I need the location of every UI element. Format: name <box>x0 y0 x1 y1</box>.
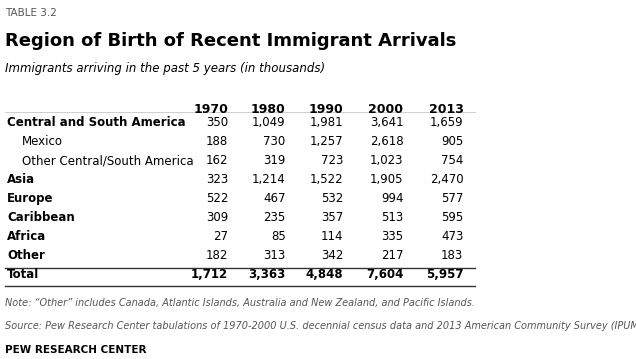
Text: 2,470: 2,470 <box>430 173 464 186</box>
Text: 5,957: 5,957 <box>426 268 464 281</box>
Text: Asia: Asia <box>7 173 36 186</box>
Text: 522: 522 <box>205 192 228 205</box>
Text: 350: 350 <box>206 116 228 129</box>
Text: 994: 994 <box>381 192 403 205</box>
Text: Region of Birth of Recent Immigrant Arrivals: Region of Birth of Recent Immigrant Arri… <box>5 32 456 50</box>
Text: 1,023: 1,023 <box>370 154 403 167</box>
Text: TABLE 3.2: TABLE 3.2 <box>5 8 57 18</box>
Text: Central and South America: Central and South America <box>7 116 186 129</box>
Text: 1,659: 1,659 <box>430 116 464 129</box>
Text: 513: 513 <box>381 211 403 224</box>
Text: Europe: Europe <box>7 192 53 205</box>
Text: Immigrants arriving in the past 5 years (in thousands): Immigrants arriving in the past 5 years … <box>5 62 325 75</box>
Text: Note: “Other” includes Canada, Atlantic Islands, Australia and New Zealand, and : Note: “Other” includes Canada, Atlantic … <box>5 298 475 308</box>
Text: 335: 335 <box>381 230 403 243</box>
Text: 2000: 2000 <box>368 103 403 116</box>
Text: 235: 235 <box>263 211 286 224</box>
Text: 162: 162 <box>205 154 228 167</box>
Text: 1980: 1980 <box>251 103 286 116</box>
Text: 3,641: 3,641 <box>370 116 403 129</box>
Text: 730: 730 <box>263 135 286 148</box>
Text: 182: 182 <box>205 249 228 262</box>
Text: 1,522: 1,522 <box>310 173 343 186</box>
Text: 1,905: 1,905 <box>370 173 403 186</box>
Text: Mexico: Mexico <box>22 135 62 148</box>
Text: 357: 357 <box>321 211 343 224</box>
Text: 723: 723 <box>321 154 343 167</box>
Text: 319: 319 <box>263 154 286 167</box>
Text: 905: 905 <box>441 135 464 148</box>
Text: 4,848: 4,848 <box>306 268 343 281</box>
Text: 85: 85 <box>271 230 286 243</box>
Text: Source: Pew Research Center tabulations of 1970-2000 U.S. decennial census data : Source: Pew Research Center tabulations … <box>5 321 636 331</box>
Text: 313: 313 <box>263 249 286 262</box>
Text: Africa: Africa <box>7 230 46 243</box>
Text: 595: 595 <box>441 211 464 224</box>
Text: 473: 473 <box>441 230 464 243</box>
Text: 1,214: 1,214 <box>252 173 286 186</box>
Text: 323: 323 <box>206 173 228 186</box>
Text: Caribbean: Caribbean <box>7 211 75 224</box>
Text: 114: 114 <box>321 230 343 243</box>
Text: Other: Other <box>7 249 45 262</box>
Text: 577: 577 <box>441 192 464 205</box>
Text: PEW RESEARCH CENTER: PEW RESEARCH CENTER <box>5 345 146 355</box>
Text: 2013: 2013 <box>429 103 464 116</box>
Text: 7,604: 7,604 <box>366 268 403 281</box>
Text: 217: 217 <box>381 249 403 262</box>
Text: 27: 27 <box>213 230 228 243</box>
Text: 1,049: 1,049 <box>252 116 286 129</box>
Text: 467: 467 <box>263 192 286 205</box>
Text: Total: Total <box>7 268 39 281</box>
Text: 188: 188 <box>206 135 228 148</box>
Text: 1990: 1990 <box>308 103 343 116</box>
Text: 1,257: 1,257 <box>310 135 343 148</box>
Text: 1970: 1970 <box>193 103 228 116</box>
Text: 1,712: 1,712 <box>191 268 228 281</box>
Text: 532: 532 <box>321 192 343 205</box>
Text: 309: 309 <box>206 211 228 224</box>
Text: Other Central/South America: Other Central/South America <box>22 154 193 167</box>
Text: 1,981: 1,981 <box>310 116 343 129</box>
Text: 3,363: 3,363 <box>249 268 286 281</box>
Text: 2,618: 2,618 <box>370 135 403 148</box>
Text: 754: 754 <box>441 154 464 167</box>
Text: 342: 342 <box>321 249 343 262</box>
Text: 183: 183 <box>441 249 464 262</box>
